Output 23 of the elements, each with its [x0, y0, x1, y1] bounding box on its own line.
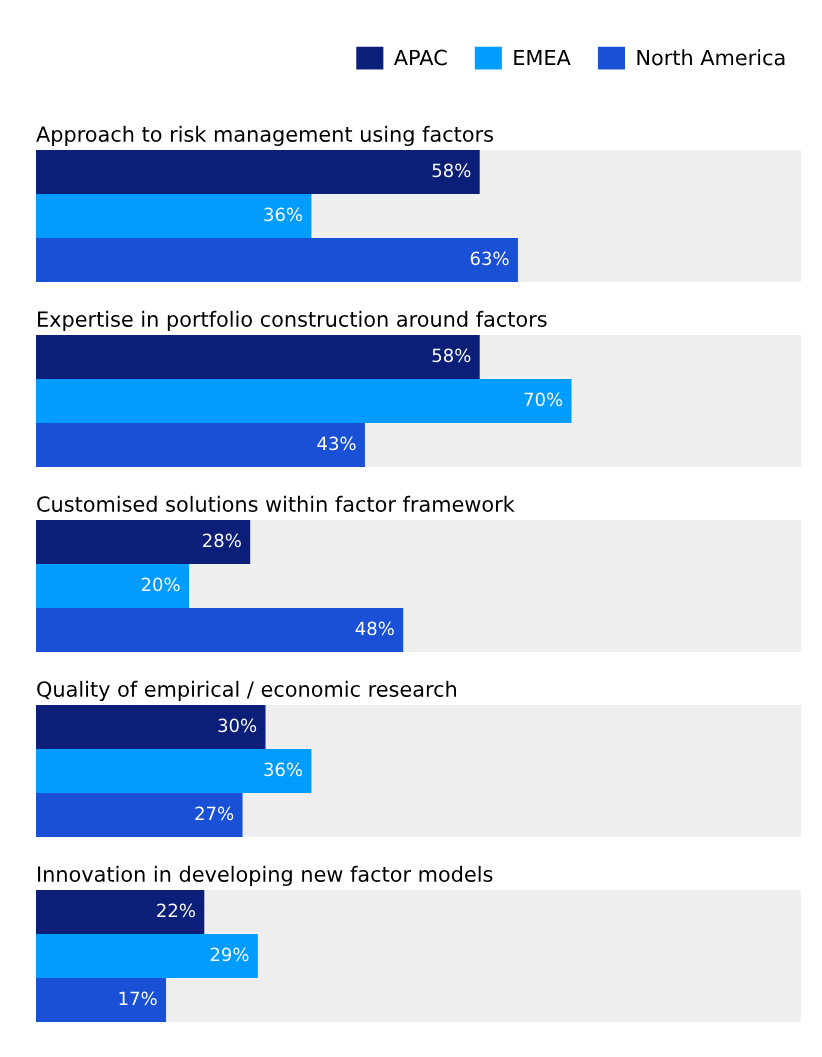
- data-label: 28%: [203, 533, 241, 548]
- data-label: 63%: [470, 251, 509, 266]
- data-label: 58%: [432, 163, 471, 178]
- chart-title: Customised solutions within factor framework: [37, 495, 515, 512]
- chart-title: Innovation in developing new factor models: [38, 865, 493, 886]
- data-label: 36%: [264, 207, 303, 222]
- data-label: 27%: [195, 806, 234, 821]
- data-label: 58%: [432, 348, 471, 363]
- data-label: 29%: [210, 947, 249, 962]
- chart-title: Quality of empirical / economic research: [37, 680, 456, 701]
- chart-title: Expertise in portfolio construction around factors: [38, 310, 547, 331]
- data-label: 20%: [141, 577, 180, 592]
- data-label: 36%: [264, 762, 303, 777]
- data-label: 22%: [157, 903, 195, 918]
- legend-label: EMEA: [514, 49, 571, 66]
- data-label: 30%: [218, 718, 257, 733]
- legend-label: North America: [637, 49, 785, 66]
- data-label: 43%: [317, 436, 356, 451]
- data-label: 17%: [119, 991, 157, 1006]
- data-label: 70%: [524, 392, 563, 407]
- chart-title: Approach to risk management using factors: [36, 125, 493, 146]
- legend-label: APAC: [393, 49, 447, 66]
- data-label: 48%: [355, 621, 394, 636]
